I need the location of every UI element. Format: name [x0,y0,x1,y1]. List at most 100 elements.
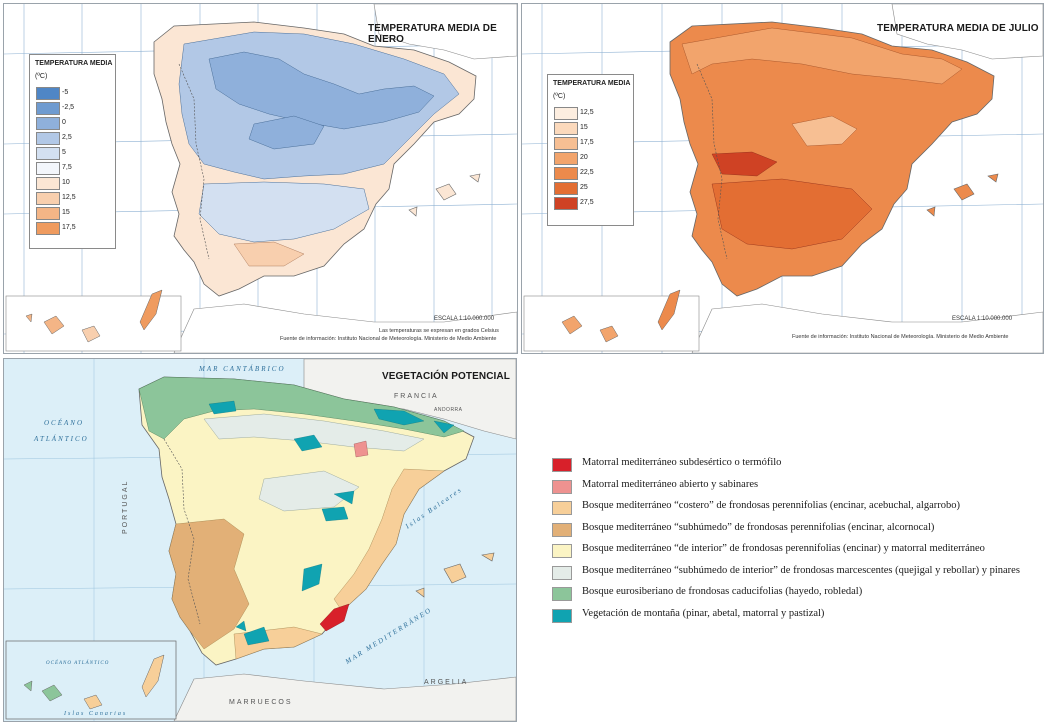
july-hottest-tajo [711,151,778,177]
january-coldest-mountains [208,51,435,130]
january-legend-title: TEMPERATURA MEDIA [35,60,113,67]
vegetation-subdesert-southeast [319,603,350,632]
vegetation-legend-swatch [552,544,572,558]
january-legend-swatch [36,117,60,130]
vegetation-legend-swatch [552,522,572,537]
vegetation-la-palma [23,680,33,692]
july-legend-value: 12,5 [580,109,594,116]
january-central-range [248,115,325,150]
july-legend-value: 17,5 [580,139,594,146]
vegetation-legend-swatch [552,501,572,515]
label-oceano: OCÉANO [44,419,84,427]
july-fuerteventura [657,289,681,331]
vegetation-ibiza [415,587,425,598]
january-legend-swatch [36,162,60,175]
july-portugal-border [696,63,728,260]
january-fuerteventura [139,289,163,331]
january-legend-unit: (ºC) [35,73,48,80]
label-atlantico: ATLÁNTICO [34,435,89,443]
july-legend-swatch [554,182,578,195]
january-map-canvas [4,4,517,353]
january-legend-swatch [36,87,60,100]
july-france [891,4,1043,60]
label-oceano-atlantico-canarias: OCÉANO ATLÁNTICO [46,661,110,666]
vegetation-portugal-border [163,438,201,625]
july-legend-swatch [554,137,578,150]
vegetation-legend: Matorral mediterráneo subdesértico o ter… [552,455,1042,627]
july-legend-swatch [554,197,578,210]
january-legend-value: 0 [62,119,66,126]
july-temperature-map: TEMPERATURA MEDIA DE JULIO TEMPERATURA M… [521,3,1044,354]
vegetation-legend-swatch [552,479,572,494]
vegetation-subhumid-southwest [168,518,250,650]
january-legend-swatch [36,102,60,115]
july-mallorca [953,183,975,201]
january-portugal-border [178,63,210,260]
july-scale: ESCALA 1:10.000.000 [952,316,1013,322]
january-scale: ESCALA 1:10.000.000 [434,316,495,322]
july-legend-swatch [554,122,578,135]
vegetation-legend-label: Vegetación de montaña (pinar, abetal, ma… [582,607,825,619]
january-africa [173,303,517,353]
vegetation-legend-label: Bosque eurosiberiano de frondosas caduci… [582,586,863,597]
july-legend-value: 27,5 [580,199,594,206]
vegetation-tenerife [41,684,63,702]
january-legend: TEMPERATURA MEDIA (ºC) -5 -2,5 0 2,5 5 7,5 10 1… [29,54,116,249]
vegetation-legend-item: Matorral mediterráneo subdesértico o ter… [552,455,1042,477]
january-temperature-map: TEMPERATURA MEDIA DE ENERO TEMPERATURA M… [3,3,518,354]
vegetation-fuerteventura [141,654,165,698]
january-legend-value: 15 [62,209,70,216]
january-legend-value: 5 [62,149,66,156]
vegetation-legend-item: Bosque eurosiberiano de frondosas caduci… [552,584,1042,606]
january-legend-value: 17,5 [62,224,76,231]
july-legend-unit: (ºC) [553,93,566,100]
label-marruecos: MARRUECOS [229,699,293,706]
january-mallorca [435,183,457,201]
july-legend-value: 22,5 [580,169,594,176]
vegetation-legend-item: Bosque mediterráneo “costero” de frondos… [552,498,1042,520]
july-map-title: TEMPERATURA MEDIA DE JULIO [877,23,1039,34]
july-legend-swatch [554,167,578,180]
label-argelia: ARGELIA [424,679,469,686]
july-legend: TEMPERATURA MEDIA (ºC) 12,5 15 17,5 20 22,5 2… [547,74,634,226]
july-legend-swatch [554,152,578,165]
july-map-canvas [522,4,1043,353]
vegetation-marcescent-north [203,413,425,452]
january-legend-swatch [36,222,60,235]
label-islas-canarias: Islas Canarias [64,711,128,717]
vegetation-sabinares [353,440,369,458]
july-legend-title: TEMPERATURA MEDIA [553,80,631,87]
january-legend-swatch [36,147,60,160]
july-central-range [791,115,858,147]
vegetation-legend-item: Bosque mediterráneo “subhúmedo de interi… [552,563,1042,585]
vegetation-eurosiberian [138,376,465,440]
vegetation-legend-item: Vegetación de montaña (pinar, abetal, ma… [552,606,1042,628]
vegetation-legend-item: Bosque mediterráneo “de interior” de fro… [552,541,1042,563]
july-legend-swatch [554,107,578,120]
january-gran-canaria [81,325,101,343]
vegetation-legend-swatch [552,458,572,472]
vegetation-gran-canaria [83,694,103,710]
july-tenerife [561,315,583,335]
january-legend-value: 7,5 [62,164,72,171]
label-francia: FRANCIA [394,393,439,400]
vegetation-legend-item: Matorral mediterráneo abierto y sabinare… [552,477,1042,499]
july-gran-canaria [599,325,619,343]
vegetation-mountains [208,400,455,646]
january-tenerife [43,315,65,335]
january-legend-value: -5 [62,89,69,96]
vegetation-map: VEGETACIÓN POTENCIAL MAR CANTÁBRICO OCÉA… [3,358,517,722]
january-ibiza [408,206,418,217]
vegetation-legend-label: Matorral mediterráneo abierto y sabinare… [582,478,759,490]
july-note-source: Fuente de información: Instituto Naciona… [792,334,1009,340]
vegetation-mallorca [443,563,467,584]
january-legend-value: 10 [62,179,70,186]
vegetation-map-title: VEGETACIÓN POTENCIAL [382,371,510,382]
vegetation-legend-label: Bosque mediterráneo “subhúmedo” de frond… [582,521,935,533]
july-north-coast [681,27,963,85]
july-legend-value: 20 [580,154,588,161]
january-southern-plateau [198,181,370,243]
vegetation-legend-label: Bosque mediterráneo “subhúmedo de interi… [582,564,1020,576]
label-andorra: ANDORRA [434,407,463,413]
vegetation-legend-label: Matorral mediterráneo subdesértico o ter… [582,457,782,468]
